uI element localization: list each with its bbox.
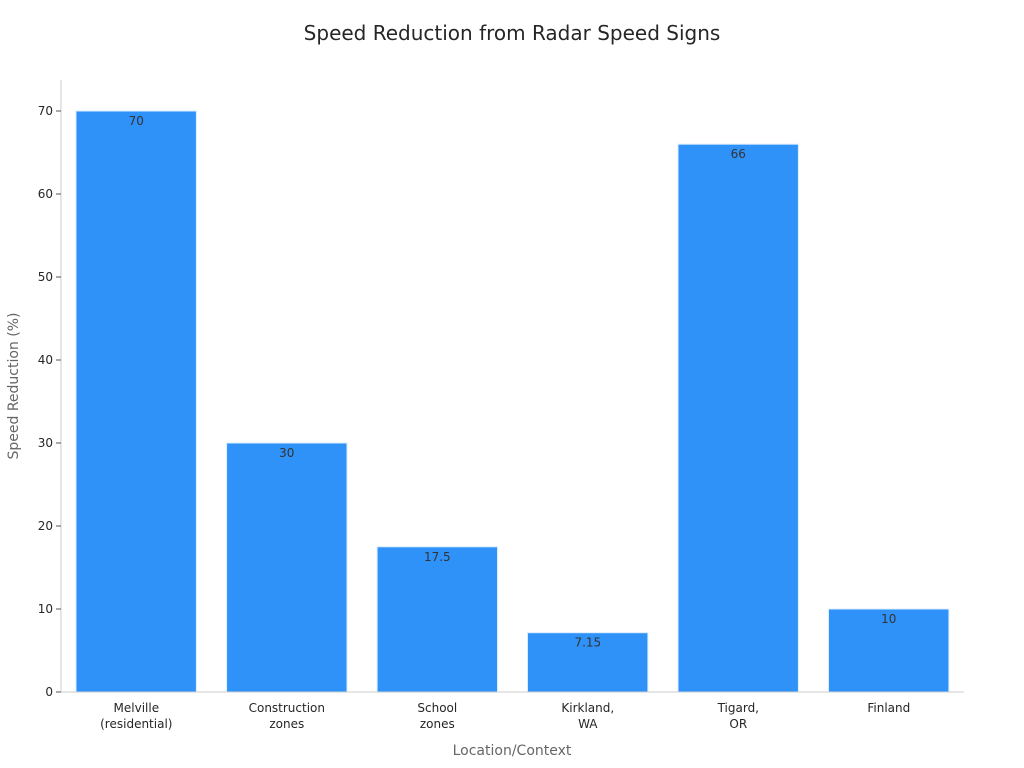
x-tick-label-line: Melville xyxy=(114,701,160,715)
x-tick-label-line: School xyxy=(417,701,457,715)
x-ticks: Melville (residential)Construction zonesSc… xyxy=(100,701,910,731)
bar-4 xyxy=(677,143,799,693)
data-label-3: 7.15 xyxy=(574,636,601,650)
bar-5 xyxy=(828,608,950,693)
x-tick-label-1: Construction zones xyxy=(249,701,325,731)
x-tick-label-line: Tigard, xyxy=(717,701,759,715)
y-tick-label-3: 30 xyxy=(38,436,53,450)
x-axis-title: Location/Context xyxy=(453,743,572,759)
y-tick-label-1: 10 xyxy=(38,602,53,616)
x-tick-label-line: OR xyxy=(729,717,747,731)
y-tick-label-2: 20 xyxy=(38,519,53,533)
x-tick-label-line: (residential) xyxy=(100,717,172,731)
y-axis-title: Speed Reduction (%) xyxy=(6,313,22,460)
x-tick-label-line: Kirkland, xyxy=(561,701,614,715)
data-labels-layer: 70 30 17.5 7.15 66 10 xyxy=(129,114,897,650)
y-tick-label-0: 0 xyxy=(45,685,53,699)
x-tick-label-4: Tigard, OR xyxy=(717,701,759,731)
bar-3 xyxy=(527,632,649,693)
data-label-2: 17.5 xyxy=(424,550,451,564)
x-tick-label-5: Finland xyxy=(867,701,910,715)
x-tick-label-2: School zones xyxy=(417,701,457,731)
x-tick-label-line: Finland xyxy=(867,701,910,715)
x-tick-label-line: zones xyxy=(269,717,304,731)
data-label-0: 70 xyxy=(129,114,144,128)
x-tick-label-line: zones xyxy=(420,717,455,731)
y-tick-label-5: 50 xyxy=(38,270,53,284)
y-ticks: 0 10 20 30 40 50 60 70 xyxy=(38,104,61,699)
x-tick-label-line: Construction xyxy=(249,701,325,715)
data-label-4: 66 xyxy=(731,147,746,161)
bar-2 xyxy=(376,546,499,693)
bar-1 xyxy=(226,442,348,693)
data-label-5: 10 xyxy=(881,612,896,626)
y-tick-label-6: 60 xyxy=(38,187,53,201)
x-tick-label-3: Kirkland, WA xyxy=(561,701,614,731)
data-label-1: 30 xyxy=(279,446,294,460)
x-tick-label-0: Melville (residential) xyxy=(100,701,172,731)
chart-title: Speed Reduction from Radar Speed Signs xyxy=(304,21,721,45)
x-tick-label-line: WA xyxy=(578,717,598,731)
y-tick-label-4: 40 xyxy=(38,353,53,367)
bar-0 xyxy=(75,110,197,693)
bars-layer xyxy=(75,110,950,693)
y-tick-label-7: 70 xyxy=(38,104,53,118)
